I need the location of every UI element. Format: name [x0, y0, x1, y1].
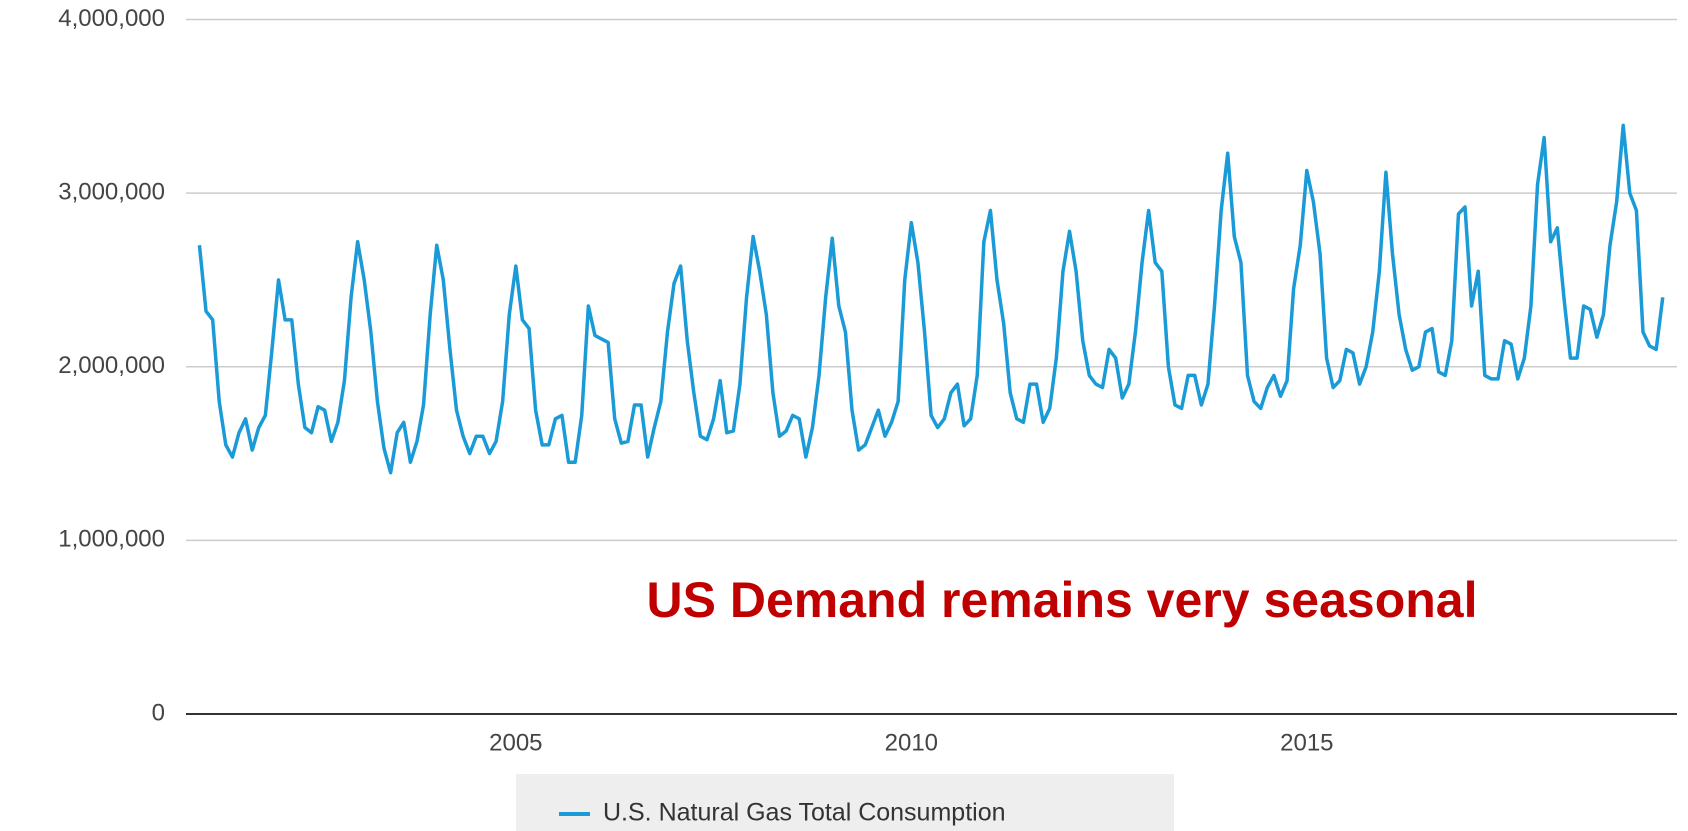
- plot-layer: 0 1,000,000 2,000,000 3,000,000 4,000,000 200…: [58, 5, 1677, 831]
- y-tick-label: 0: [152, 699, 165, 726]
- y-tick-label: 1,000,000: [58, 526, 165, 553]
- x-tick-label: 2010: [885, 729, 938, 756]
- x-tick-label: 2015: [1280, 729, 1333, 756]
- y-tick-label: 4,000,000: [58, 5, 165, 32]
- y-tick-label: 3,000,000: [58, 178, 165, 205]
- y-tick-label: 2,000,000: [58, 352, 165, 379]
- series-line: [197, 123, 1665, 475]
- x-tick-label: 2005: [489, 729, 542, 756]
- annotation: US Demand remains very seasonal: [647, 572, 1478, 628]
- legend-box: [516, 774, 1174, 831]
- legend-label: U.S. Natural Gas Total Consumption: [603, 799, 1006, 827]
